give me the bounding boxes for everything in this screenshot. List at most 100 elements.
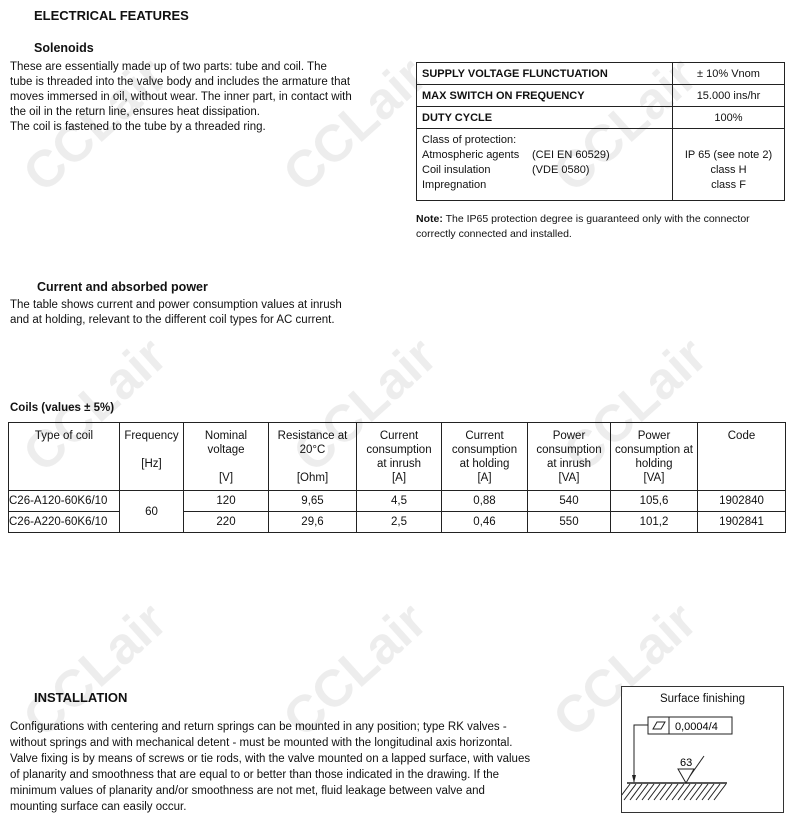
spec-value: 15.000 ins/hr [672, 84, 785, 107]
hatch-line [713, 783, 727, 801]
item-name: Impregnation [422, 179, 487, 191]
power-heading: Current and absorbed power [37, 280, 208, 294]
header-unit: [VA] [643, 472, 665, 484]
text-line: The table shows current and power consum… [10, 299, 342, 311]
column-header: Type of coil [8, 422, 120, 491]
hatch-line [677, 783, 691, 801]
item-name: Atmospheric agents [422, 149, 520, 161]
coils-caption: Coils (values ± 5%) [10, 402, 115, 414]
header-name: Power consumption at holding [615, 430, 693, 470]
leader-line [633, 724, 648, 782]
text-line: mounting surface can easily occur. [10, 801, 187, 813]
hatch-line [653, 783, 667, 801]
table-cell: 4,5 [356, 490, 442, 512]
roughness-value: 63 [680, 757, 692, 769]
header-unit: [V] [218, 472, 234, 484]
table-row: C26-A120-60K6/10 60 120 9,65 4,5 0,88 540 105,6… [8, 490, 786, 533]
solenoids-text: These are essentially made up of two par… [10, 60, 352, 135]
spec-label: SUPPLY VOLTAGE FLUNCTUATION [416, 62, 673, 85]
section-title-electrical: ELECTRICAL FEATURES [34, 8, 189, 23]
flatness-value-cell [668, 716, 733, 735]
table-row: C26-A220-60K6/10 220 29,6 2,5 0,46 550 101,2 19… [8, 511, 786, 533]
note-label: Note: [416, 213, 443, 225]
surface-drawing: 0,0004/4 63 [622, 716, 733, 801]
header-name: Frequency [124, 430, 179, 442]
header-unit: [Ohm] [296, 472, 329, 484]
hatch-line [707, 783, 721, 801]
text-line: minimum values of planarity and/or smoot… [10, 785, 485, 797]
table-cell: 105,6 [610, 490, 698, 512]
hatch-line [689, 783, 703, 801]
coil-type-cell: C26-A120-60K6/10 [8, 490, 120, 512]
hatch-line [683, 783, 697, 801]
header-name: Code [727, 430, 756, 442]
item-name: Coil insulation [422, 164, 491, 176]
roughness-tick [689, 755, 705, 777]
header-unit: [A] [391, 472, 407, 484]
protection-row: Class of protection: Atmospheric agents (… [416, 128, 785, 201]
header-name: Type of coil [34, 430, 94, 442]
table-cell: 0,46 [441, 511, 528, 533]
header-name: Resistance at 20°C [277, 430, 348, 456]
flatness-icon [652, 721, 666, 730]
coils-table: Type of coil Frequency [Hz] Nominal voltage… [8, 422, 786, 533]
column-header: Frequency [Hz] [119, 422, 184, 491]
text-line: moves immersed in oil, without wear. The… [10, 91, 352, 103]
text-line: Valve fixing is by means of screws or ti… [10, 753, 531, 765]
spec-row: DUTY CYCLE 100% [416, 106, 785, 129]
coil-type-cell: C26-A220-60K6/10 [8, 511, 120, 533]
column-header: Power consumption at holding [VA] [610, 422, 698, 491]
table-cell: 550 [527, 511, 611, 533]
item-standard: (CEI EN 60529) [532, 149, 610, 161]
spec-value: 100% [672, 106, 785, 129]
hatch-line [635, 783, 649, 801]
protection-item: Atmospheric agents (CEI EN 60529) [422, 148, 667, 163]
hatch-line [701, 783, 715, 801]
text-line: The coil is fastened to the tube by a th… [10, 121, 266, 133]
table-cell: 9,65 [268, 490, 357, 512]
column-header: Current consumption at holding [A] [441, 422, 528, 491]
spec-table: SUPPLY VOLTAGE FLUNCTUATION ± 10% Vnom MA… [416, 62, 785, 201]
table-cell: 101,2 [610, 511, 698, 533]
header-row: Type of coil Frequency [Hz] Nominal voltage… [8, 422, 786, 491]
surface-title: Surface finishing [659, 693, 746, 705]
header-name: Current consumption at holding [451, 430, 518, 470]
text-line: of planarity and smoothness that are equ… [10, 769, 500, 781]
spec-row: SUPPLY VOLTAGE FLUNCTUATION ± 10% Vnom [416, 62, 785, 85]
header-name: Current consumption at inrush [366, 430, 432, 470]
protection-note: Note: The IP65 protection degree is guar… [416, 212, 788, 242]
text-line: and at holding, relevant to the differen… [10, 314, 335, 326]
spec-row: MAX SWITCH ON FREQUENCY 15.000 ins/hr [416, 84, 785, 107]
installation-heading: INSTALLATION [34, 690, 128, 705]
header-unit: [Hz] [141, 458, 162, 470]
spec-label: MAX SWITCH ON FREQUENCY [416, 84, 673, 107]
hatch-line [623, 783, 637, 801]
arrow-icon [632, 775, 636, 783]
spec-label: DUTY CYCLE [416, 106, 673, 129]
header-name: Power consumption at inrush [536, 430, 602, 470]
table-cell: 0,88 [441, 490, 528, 512]
header-name: Nominal voltage [204, 430, 248, 456]
hatch-line [629, 783, 643, 801]
protection-heading: Class of protection: [422, 134, 517, 146]
header-unit: [VA] [558, 472, 580, 484]
hatch-pattern [622, 783, 727, 801]
protection-labels: Class of protection: Atmospheric agents (… [416, 128, 673, 201]
table-cell: 220 [183, 511, 269, 533]
protection-value: class F [711, 179, 746, 191]
hatch-line [622, 783, 631, 796]
header-unit: [A] [477, 472, 492, 484]
column-header: Resistance at 20°C [Ohm] [268, 422, 357, 491]
hatch-line [665, 783, 679, 801]
table-cell: 2,5 [356, 511, 442, 533]
roughness-icon [677, 768, 695, 785]
table-cell: 1902840 [697, 490, 786, 512]
item-standard: (VDE 0580) [532, 164, 590, 176]
column-header: Nominal voltage [V] [183, 422, 269, 491]
power-text: The table shows current and power consum… [10, 298, 342, 328]
text-line: without springs and with mechanical dete… [10, 737, 513, 749]
text-line: Configurations with centering and return… [10, 721, 507, 733]
table-cell: 120 [183, 490, 269, 512]
surface-finishing-box: Surface finishing 0,0004/4 63 [621, 686, 784, 813]
table-cell: 540 [527, 490, 611, 512]
